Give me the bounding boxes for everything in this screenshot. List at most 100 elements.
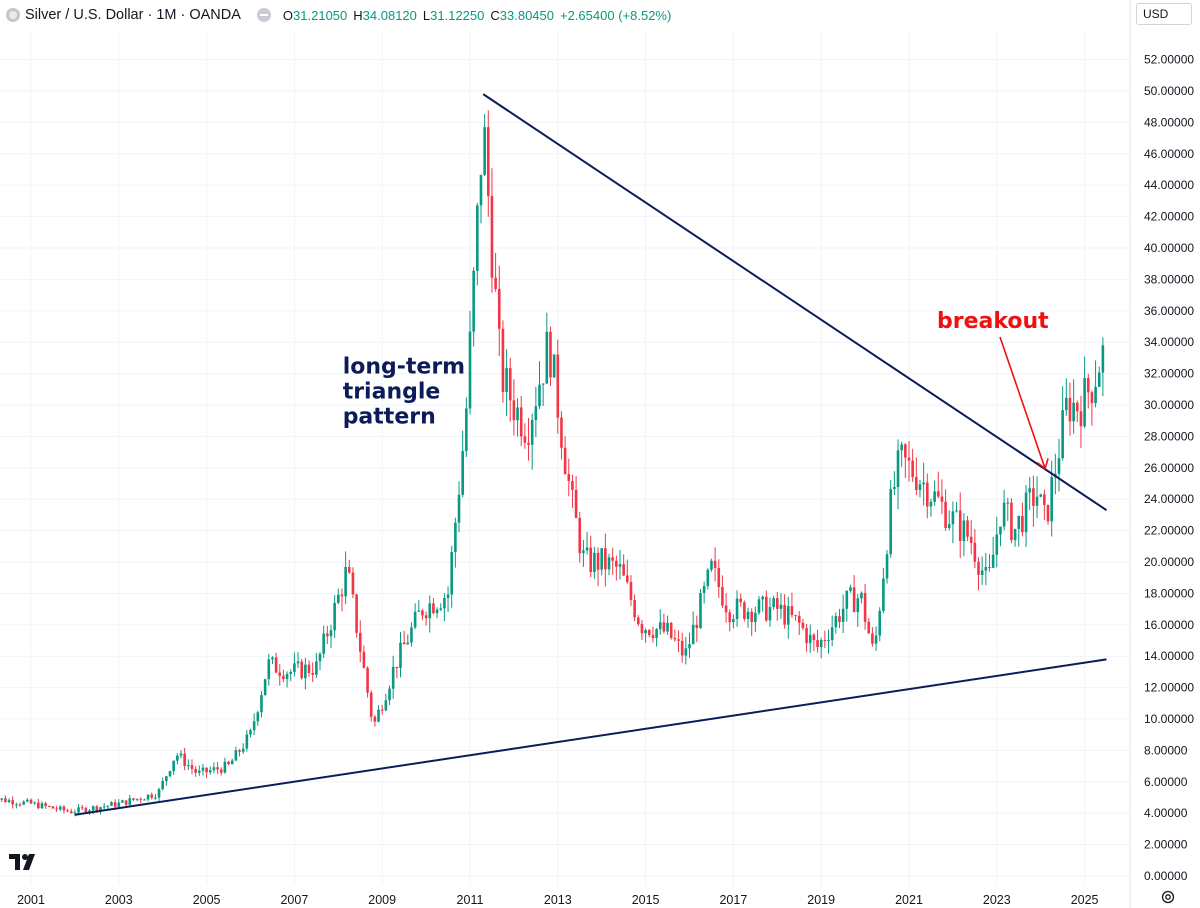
candle-body <box>834 616 838 628</box>
candle-body <box>947 524 951 529</box>
candle-body <box>417 610 421 612</box>
candle-body <box>1010 502 1013 541</box>
candle-body <box>955 510 958 512</box>
currency-selector[interactable]: USD <box>1136 3 1192 25</box>
candle-body <box>1061 410 1064 459</box>
candle-body <box>622 564 625 576</box>
candle-body <box>750 611 753 623</box>
time-axis[interactable]: 2001 2003 2005 2007 2009 2011 2013 2015 2017 2019… <box>17 893 1098 907</box>
candle-body <box>991 554 995 568</box>
annotation-triangle-text: triangle <box>343 380 441 405</box>
candle-body <box>827 640 830 642</box>
candle-body <box>684 648 688 656</box>
candle-body <box>600 548 603 570</box>
candle-body <box>918 484 922 491</box>
candle-body <box>194 768 197 773</box>
x-tick-label: 2001 <box>17 893 45 907</box>
candle-body <box>973 542 977 562</box>
candle-body <box>790 606 794 616</box>
candle-body <box>658 622 662 630</box>
x-tick-label: 2025 <box>1071 893 1099 907</box>
trendline-upper <box>482 93 1108 512</box>
candle-body <box>852 587 856 613</box>
y-tick-label: 22.00000 <box>1144 524 1194 538</box>
candle-body <box>1017 515 1021 529</box>
candle-body <box>571 481 574 490</box>
candle-body <box>896 450 900 488</box>
candle-body <box>172 760 175 772</box>
candle-body <box>677 639 680 641</box>
candle-body <box>786 606 790 625</box>
candle-body <box>615 560 618 567</box>
candle-body <box>845 590 849 609</box>
candle-body <box>241 748 245 752</box>
annotation-breakout-text: breakout <box>937 309 1049 334</box>
candle-body <box>713 560 717 568</box>
price-axis[interactable]: 0.00000 2.00000 4.00000 6.00000 8.00000 10.00… <box>1144 53 1194 883</box>
candle-body <box>1013 528 1017 541</box>
candle-body <box>523 436 527 443</box>
candle-body <box>838 616 841 623</box>
candle-body <box>143 799 146 801</box>
candle-body <box>611 557 614 561</box>
candle-body <box>285 673 289 680</box>
candle-body <box>728 612 732 623</box>
y-tick-label: 50.00000 <box>1144 84 1194 98</box>
candle-body <box>680 640 684 656</box>
candle-body <box>505 368 508 393</box>
candle-body <box>757 599 761 613</box>
candle-body <box>117 802 121 807</box>
candle-body <box>951 511 955 525</box>
high-value: 34.08120 <box>362 7 417 23</box>
candle-body <box>190 765 194 769</box>
candle-body <box>922 482 925 485</box>
candle-body <box>347 566 351 573</box>
candle-body <box>413 611 417 628</box>
candle-body <box>410 627 413 643</box>
candle-body <box>446 594 450 598</box>
candle-body <box>227 761 230 765</box>
candle-body <box>969 536 973 543</box>
x-tick-label: 2015 <box>632 893 660 907</box>
candle-body <box>915 477 918 491</box>
candle-body <box>490 195 494 278</box>
candle-body <box>1050 477 1053 522</box>
candle-body <box>783 604 786 625</box>
open-value: 31.21050 <box>293 7 348 23</box>
candle-body <box>710 560 713 570</box>
candle-body <box>465 408 468 452</box>
tradingview-logo-icon[interactable] <box>9 853 41 871</box>
candle-body <box>549 331 552 378</box>
candle-body <box>197 770 201 773</box>
y-tick-label: 18.00000 <box>1144 586 1194 600</box>
candle-body <box>0 798 4 800</box>
x-tick-label: 2023 <box>983 893 1011 907</box>
candle-body <box>695 624 699 629</box>
candle-body <box>640 623 644 634</box>
candle-body <box>424 615 428 619</box>
candle-body <box>395 666 399 669</box>
candle-body <box>1065 397 1068 411</box>
settings-gear-icon[interactable] <box>1160 889 1176 905</box>
candle-body <box>37 802 40 809</box>
candle-body <box>216 767 219 770</box>
collapse-legend-icon[interactable] <box>256 8 271 22</box>
candle-body <box>1002 502 1006 527</box>
candlestick-series <box>0 110 1105 817</box>
candle-body <box>249 730 252 735</box>
candle-body <box>530 419 534 445</box>
symbol-title[interactable]: Silver / U.S. Dollar · 1M · OANDA <box>25 7 241 23</box>
candle-body <box>212 767 216 771</box>
candle-body <box>205 767 208 773</box>
candle-body <box>596 552 600 570</box>
close-value: 33.80450 <box>499 7 554 23</box>
candle-body <box>589 547 593 572</box>
change-value: +2.65400 (+8.52%) <box>560 7 672 23</box>
close-key: C <box>490 7 500 23</box>
candle-body <box>322 633 325 654</box>
y-tick-label: 46.00000 <box>1144 147 1194 161</box>
candle-body <box>307 664 311 674</box>
candle-body <box>578 517 582 554</box>
candle-body <box>256 712 260 722</box>
